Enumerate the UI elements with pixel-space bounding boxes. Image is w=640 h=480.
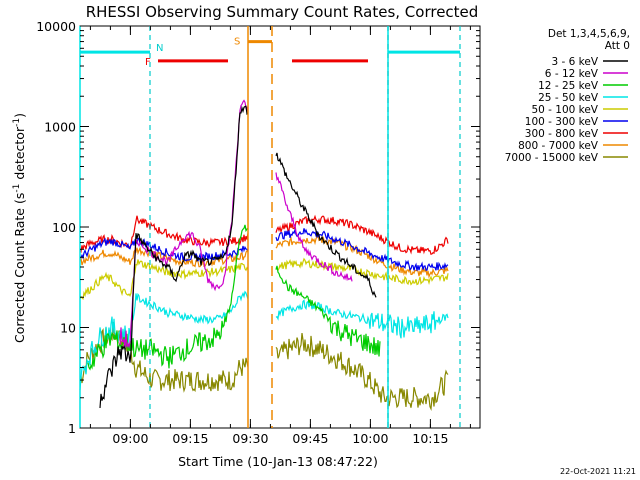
legend-entry-label: 6 - 12 keV [545,68,599,80]
annotation-group: NF S [79,26,461,428]
y-axis-label-exp2: -1 [12,118,22,127]
x-tick-label: 10:00 [352,431,388,446]
legend-entry-label: 3 - 6 keV [551,56,598,68]
legend-entry-label: 7000 - 15000 keV [505,152,599,164]
x-tick-label: 09:15 [172,431,208,446]
y-axis-label-main: Corrected Count Rate (s [12,193,27,343]
legend-entry-label: 12 - 25 keV [538,80,599,92]
legend-entry-label: 300 - 800 keV [525,128,599,140]
legend-entry-label: 50 - 100 keV [531,104,598,116]
x-tick-label: 09:45 [292,431,328,446]
tick-group: 1 10 100 1000 10000 09:00 09:15 09:30 09:45 10:00… [36,19,480,446]
legend-header-line: Att 0 [605,40,630,52]
series-line-25-50keV [79,290,449,390]
saa-label: S [234,37,240,48]
y-axis-label-end: ) [12,113,27,118]
series-line-6-12keV [119,99,353,350]
y-axis-label-exp1: -1 [12,184,22,193]
y-tick-label: 100 [52,220,76,235]
y-axis-label-mid: detector [12,126,27,184]
footer-date: 22-Oct-2021 11:21 [560,467,636,476]
y-tick-label: 1 [68,421,76,436]
series-line-7000-15000keV [79,321,449,412]
series-line-12-25keV [87,224,381,371]
legend-entry-label: 800 - 7000 keV [518,140,599,152]
y-tick-label: 1000 [44,120,76,135]
x-tick-label: 09:00 [112,431,148,446]
series-line-3-6keV [99,105,377,409]
y-axis-label: Corrected Count Rate (s-1 detector-1) [12,113,27,343]
legend-entry-label: 100 - 300 keV [525,116,599,128]
legend-header-line: Det 1,3,4,5,6,9, [548,28,630,40]
y-tick-label: 10000 [36,19,76,34]
flare-label: F [145,57,151,68]
series-line-100-300keV [79,227,449,271]
x-tick-label: 10:15 [412,431,448,446]
y-tick-label: 10 [60,321,76,336]
series-group [79,99,449,412]
legend-entry-label: 25 - 50 keV [538,92,599,104]
series-line-300-800keV [79,214,449,255]
night-label: N [156,43,163,54]
chart-title: RHESSI Observing Summary Count Rates, Co… [86,3,479,21]
x-tick-label: 09:30 [232,431,268,446]
x-axis-label: Start Time (10-Jan-13 08:47:22) [178,454,378,469]
